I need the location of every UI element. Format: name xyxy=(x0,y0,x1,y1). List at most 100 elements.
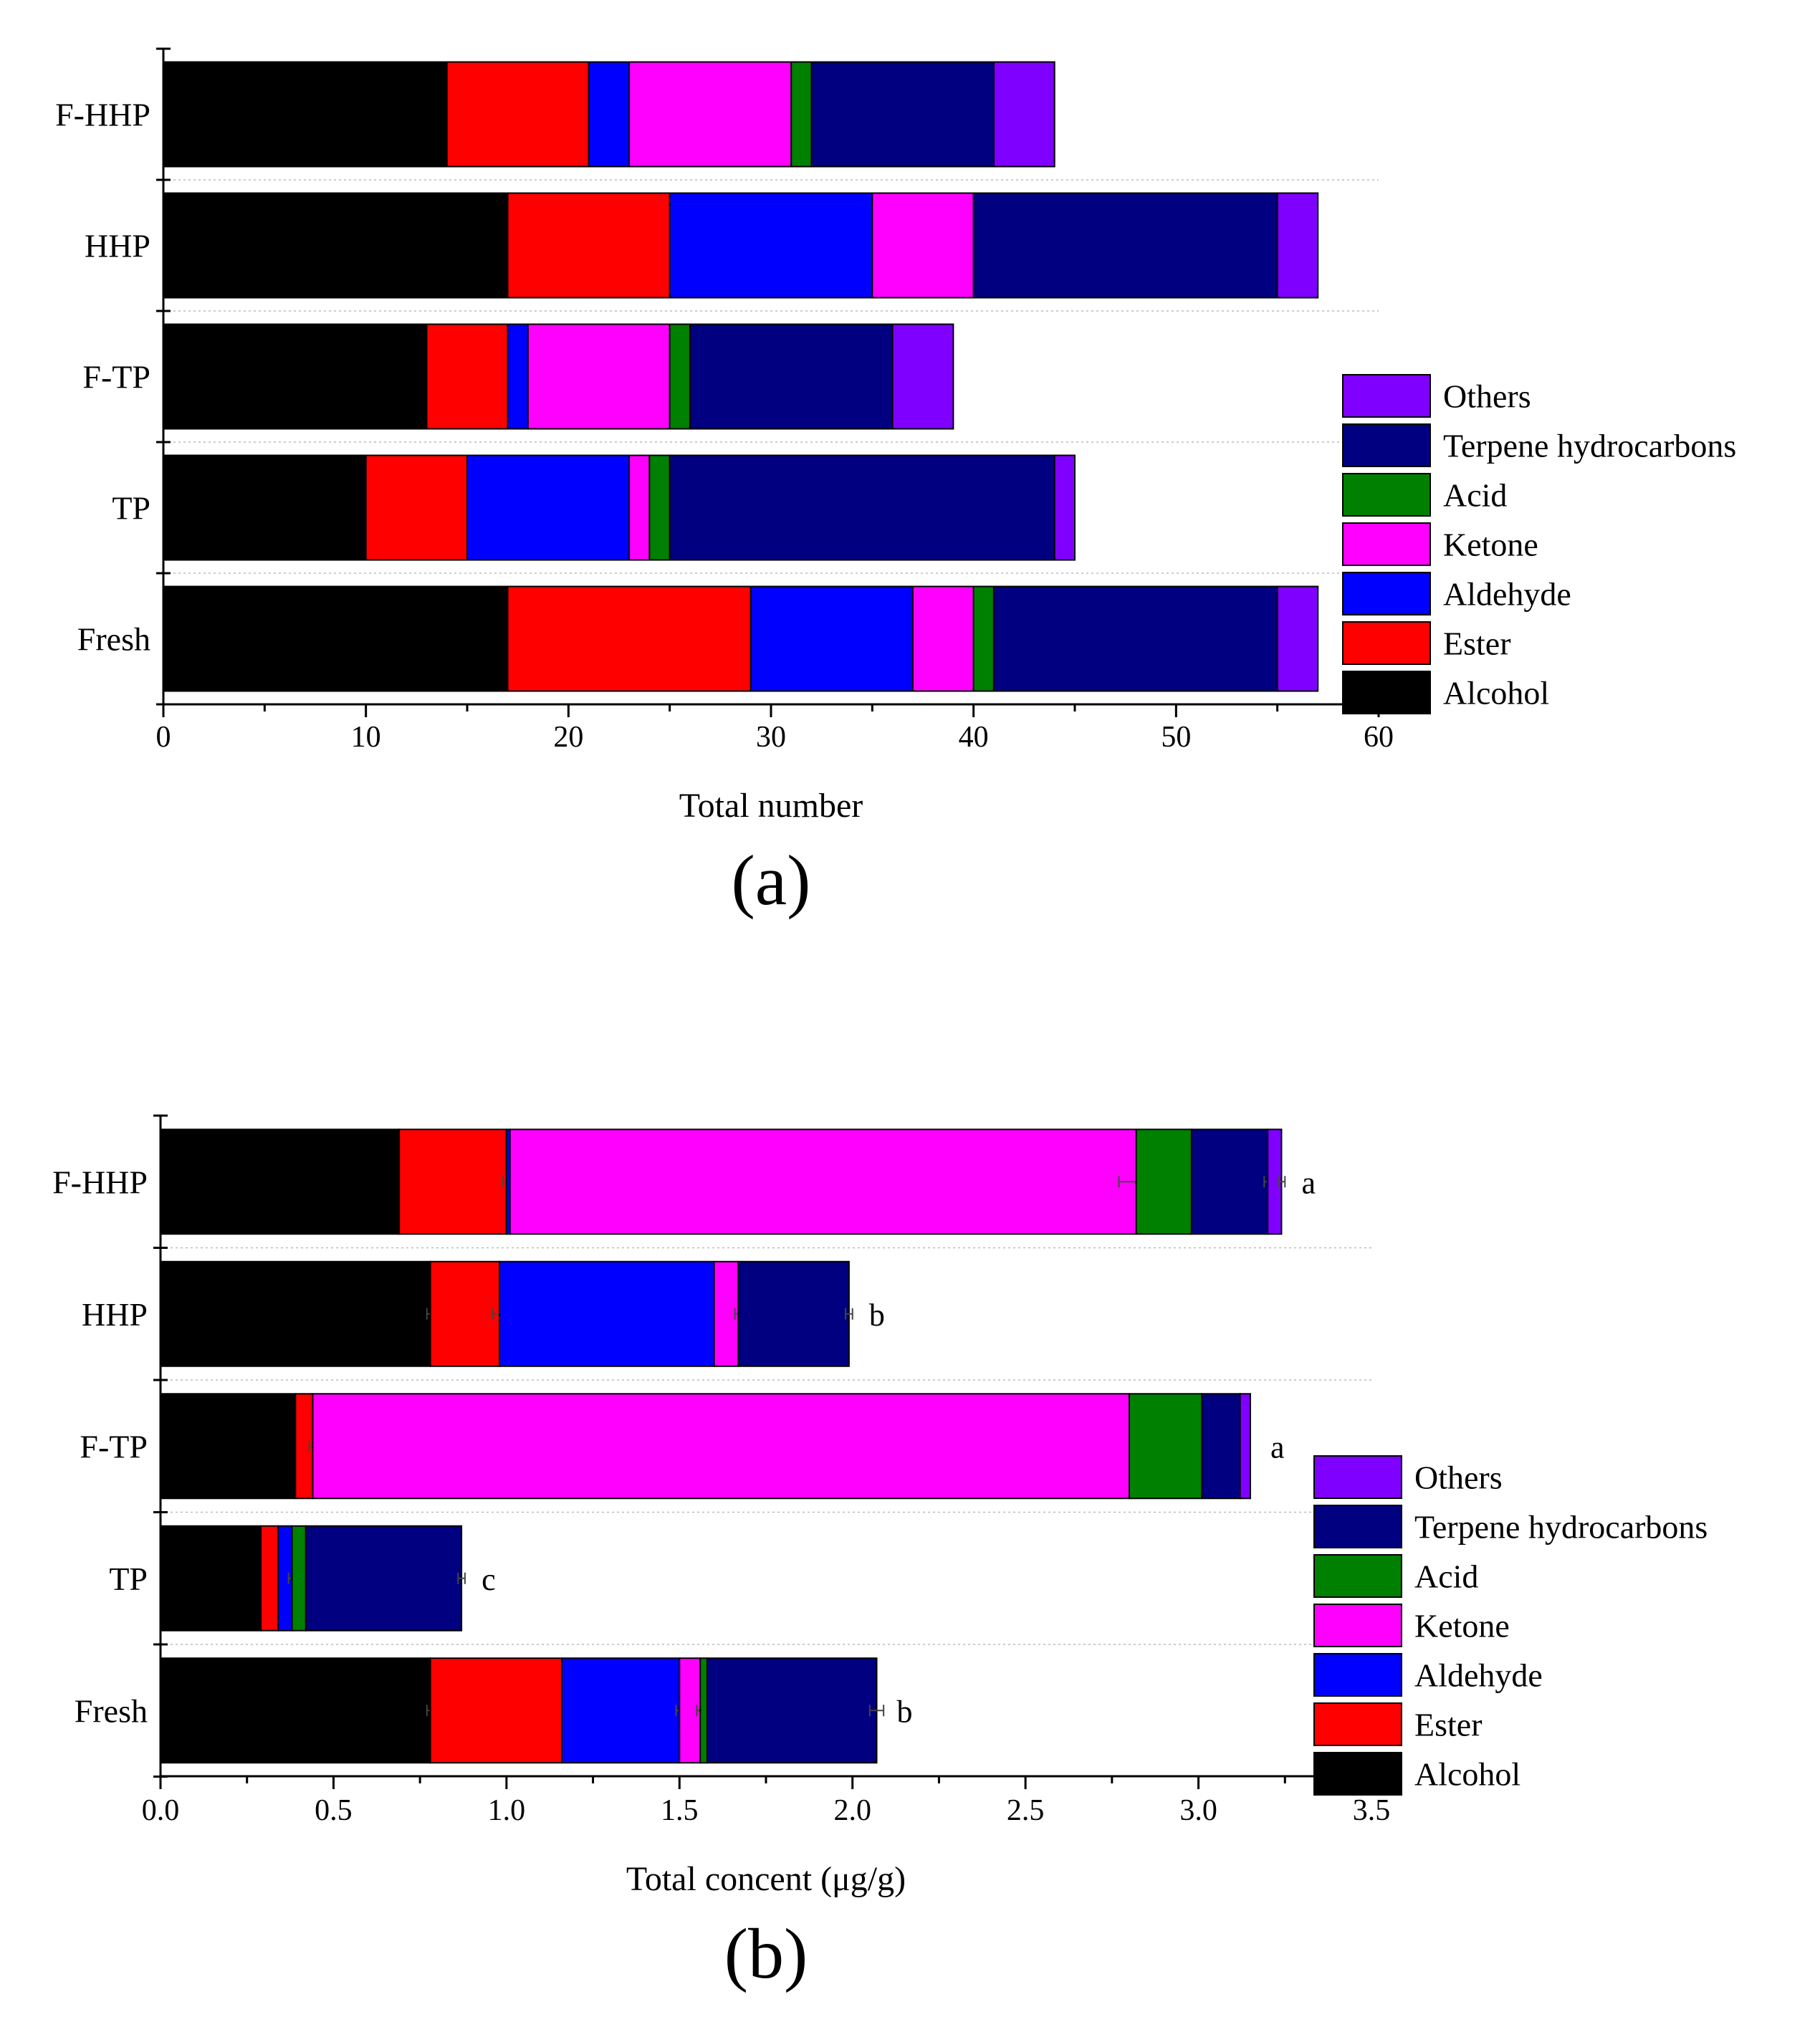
panel-b-bar-fresh-acid xyxy=(699,1657,708,1764)
panel-a-bar-tp-alcohol xyxy=(163,454,367,561)
panel-b-legend-swatch-ester xyxy=(1313,1702,1402,1746)
panel-a-legend-label: Acid xyxy=(1443,477,1507,514)
panel-a-bar-f-tp-acid xyxy=(669,323,691,430)
panel-a-bar-tp-others xyxy=(1053,454,1076,561)
panel-a-bar-f-tp-terpene-hydrocarbons xyxy=(689,323,894,430)
panel-b-bar-f-tp-others xyxy=(1239,1393,1251,1500)
panel-b-bar-f-tp-acid xyxy=(1129,1393,1203,1500)
panel-a-x-tick-label: 30 xyxy=(756,721,786,754)
panel-b-bar-tp-acid xyxy=(291,1525,307,1632)
panel-b-legend-label: Aldehyde xyxy=(1414,1657,1543,1694)
panel-b-legend-swatch-ketone xyxy=(1313,1604,1402,1647)
panel-a-bar-fresh-ester xyxy=(507,585,752,692)
panel-b-bar-fresh-aldehyde xyxy=(561,1657,681,1764)
panel-b-x-tick-label: 3.5 xyxy=(1353,1794,1391,1827)
panel-b-bar-tp-terpene-hydrocarbons xyxy=(305,1525,463,1632)
panel-b-significance-label: b xyxy=(869,1298,885,1333)
panel-a-bar-fresh-acid xyxy=(972,585,995,692)
panel-b-legend-swatch-aldehyde xyxy=(1313,1653,1402,1697)
panel-a-legend-swatch-ester xyxy=(1342,621,1431,665)
panel-a-x-tick-label: 50 xyxy=(1161,721,1191,754)
panel-b-bar-fresh-alcohol xyxy=(160,1657,431,1764)
panel-b-category-label: Fresh xyxy=(75,1692,148,1729)
panel-a-x-tick-label: 20 xyxy=(553,721,583,754)
panel-a-legend-swatch-acid xyxy=(1342,473,1431,517)
panel-b-category-label: HHP xyxy=(82,1296,148,1333)
panel-a-bar-fresh-alcohol xyxy=(163,585,509,692)
panel-b-bar-f-tp-alcohol xyxy=(160,1393,297,1500)
panel-a-bar-hhp-ketone xyxy=(871,192,974,299)
panel-a-bar-tp-acid xyxy=(648,454,671,561)
panel-b-x-tick-label: 1.5 xyxy=(661,1794,699,1827)
panel-a-x-tick-label: 40 xyxy=(959,721,989,754)
panel-a-legend-swatch-aldehyde xyxy=(1342,572,1431,615)
panel-a-bar-hhp-alcohol xyxy=(163,192,509,299)
panel-b-panel-label: (b) xyxy=(724,1914,808,1993)
panel-b-category-label: TP xyxy=(109,1561,148,1597)
panel-a-bar-fresh-terpene-hydrocarbons xyxy=(992,585,1278,692)
panel-a-legend-label: Aldehyde xyxy=(1443,576,1571,613)
panel-a-bar-f-hhp-aldehyde xyxy=(588,61,631,168)
panel-a-bar-f-hhp-ester xyxy=(446,61,590,168)
panel-b-bar-tp-ester xyxy=(260,1525,279,1632)
panel-a-category-label: F-TP xyxy=(82,359,150,396)
panel-b-x-tick-label: 2.5 xyxy=(1007,1794,1045,1827)
panel-b-category-label: F-HHP xyxy=(52,1164,148,1200)
panel-a-legend-label: Ketone xyxy=(1443,527,1538,563)
panel-b-legend-swatch-acid xyxy=(1313,1554,1402,1598)
panel-a-x-axis-title: Total number xyxy=(679,787,863,825)
panel-a-bar-tp-aldehyde xyxy=(466,454,631,561)
panel-a-legend-swatch-alcohol xyxy=(1342,671,1431,714)
panel-a-bar-hhp-ester xyxy=(507,192,671,299)
panel-b-bar-fresh-terpene-hydrocarbons xyxy=(706,1657,878,1764)
panel-a-x-tick-label: 10 xyxy=(351,721,381,754)
panel-b-significance-label: a xyxy=(1301,1165,1316,1200)
panel-b-bar-f-hhp-terpene-hydrocarbons xyxy=(1190,1129,1269,1235)
panel-a-bar-fresh-ketone xyxy=(911,585,974,692)
panel-a-bar-f-tp-aldehyde xyxy=(507,323,529,430)
panel-b-bar-f-hhp-alcohol xyxy=(160,1129,401,1235)
panel-b-x-tick-label: 1.0 xyxy=(488,1794,526,1827)
panel-b-bar-f-hhp-ester xyxy=(398,1129,507,1235)
panel-a-category-label: F-HHP xyxy=(55,97,150,133)
panel-b-legend-label: Ester xyxy=(1414,1707,1483,1743)
panel-a-category-label: Fresh xyxy=(77,621,150,658)
panel-a-bar-tp-ketone xyxy=(628,454,651,561)
panel-a-legend-label: Ester xyxy=(1443,626,1511,662)
panel-b-x-tick-label: 0.0 xyxy=(142,1794,180,1827)
panel-a-bar-f-hhp-alcohol xyxy=(163,61,448,168)
chart-panel-a: F-HHP HHP F-TP TP Fresh 0 10 20 30 40 50 60 Total nu… xyxy=(55,47,1736,920)
panel-a-bar-tp-terpene-hydrocarbons xyxy=(669,454,1055,561)
panel-a-panel-label: (a) xyxy=(732,840,811,920)
panel-a-bar-fresh-aldehyde xyxy=(749,585,914,692)
panel-a-bar-f-hhp-others xyxy=(992,61,1055,168)
panel-a-bar-hhp-aldehyde xyxy=(669,192,873,299)
panel-a-legend-label: Terpene hydrocarbons xyxy=(1443,428,1736,464)
panel-b-bar-f-hhp-ketone xyxy=(509,1129,1137,1235)
panel-a-bar-tp-ester xyxy=(365,454,468,561)
panel-b-legend-label: Acid xyxy=(1414,1558,1478,1595)
panel-b-legend-swatch-alcohol xyxy=(1313,1752,1402,1796)
panel-a-legend-swatch-others xyxy=(1342,374,1431,418)
panel-b-bar-hhp-aldehyde xyxy=(499,1260,715,1367)
panel-b-bar-f-hhp-acid xyxy=(1135,1129,1192,1235)
panel-a-category-label: TP xyxy=(112,490,150,527)
panel-a-legend-label: Others xyxy=(1443,378,1531,415)
panel-b-bar-f-tp-terpene-hydrocarbons xyxy=(1201,1393,1241,1500)
panel-b-x-axis-title: Total concent (μg/g) xyxy=(626,1860,906,1898)
panel-b-legend-label: Ketone xyxy=(1414,1608,1510,1644)
panel-b-significance-label: a xyxy=(1270,1429,1285,1465)
panel-a-bar-f-tp-ester xyxy=(426,323,509,430)
panel-a-bar-hhp-terpene-hydrocarbons xyxy=(972,192,1278,299)
panel-a-bar-f-tp-alcohol xyxy=(163,323,428,430)
panel-b-category-label: F-TP xyxy=(80,1428,148,1465)
chart-panel-b: F-HHP a HHP b F-TP a TP c Fresh b 0.0 0.5 1.0 1.5 2.0 2… xyxy=(52,1114,1708,1993)
panel-a-x-tick-label: 60 xyxy=(1364,721,1394,754)
panel-a-legend-swatch-ketone xyxy=(1342,522,1431,566)
panel-b-bar-tp-alcohol xyxy=(160,1525,262,1632)
panel-b-x-tick-label: 3.0 xyxy=(1179,1794,1217,1827)
panel-a-legend-swatch-terpene-hydrocarbons xyxy=(1342,423,1431,467)
panel-b-bar-fresh-ester xyxy=(429,1657,563,1764)
panel-b-significance-label: c xyxy=(482,1562,496,1597)
